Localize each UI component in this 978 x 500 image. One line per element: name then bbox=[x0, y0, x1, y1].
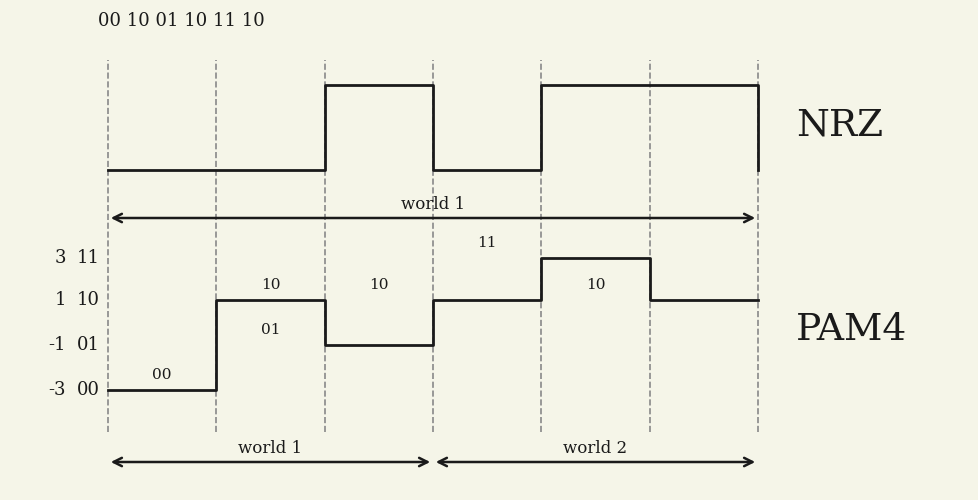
Text: world 1: world 1 bbox=[239, 440, 302, 457]
Text: 10: 10 bbox=[77, 291, 100, 309]
Text: 11: 11 bbox=[477, 236, 497, 250]
Text: 00: 00 bbox=[77, 381, 100, 399]
Text: 3: 3 bbox=[55, 249, 66, 267]
Text: -1: -1 bbox=[49, 336, 66, 354]
Text: 10: 10 bbox=[585, 278, 604, 292]
Text: world 2: world 2 bbox=[563, 440, 627, 457]
Text: 00 10 01 10 11 10: 00 10 01 10 11 10 bbox=[98, 12, 264, 30]
Text: 10: 10 bbox=[260, 278, 280, 292]
Text: PAM4: PAM4 bbox=[795, 312, 907, 348]
Text: NRZ: NRZ bbox=[795, 107, 882, 143]
Text: world 1: world 1 bbox=[401, 196, 465, 213]
Text: 1: 1 bbox=[55, 291, 66, 309]
Text: -3: -3 bbox=[49, 381, 66, 399]
Text: 00: 00 bbox=[153, 368, 172, 382]
Text: 10: 10 bbox=[369, 278, 388, 292]
Text: 11: 11 bbox=[77, 249, 100, 267]
Text: 01: 01 bbox=[260, 323, 280, 337]
Text: 01: 01 bbox=[77, 336, 100, 354]
